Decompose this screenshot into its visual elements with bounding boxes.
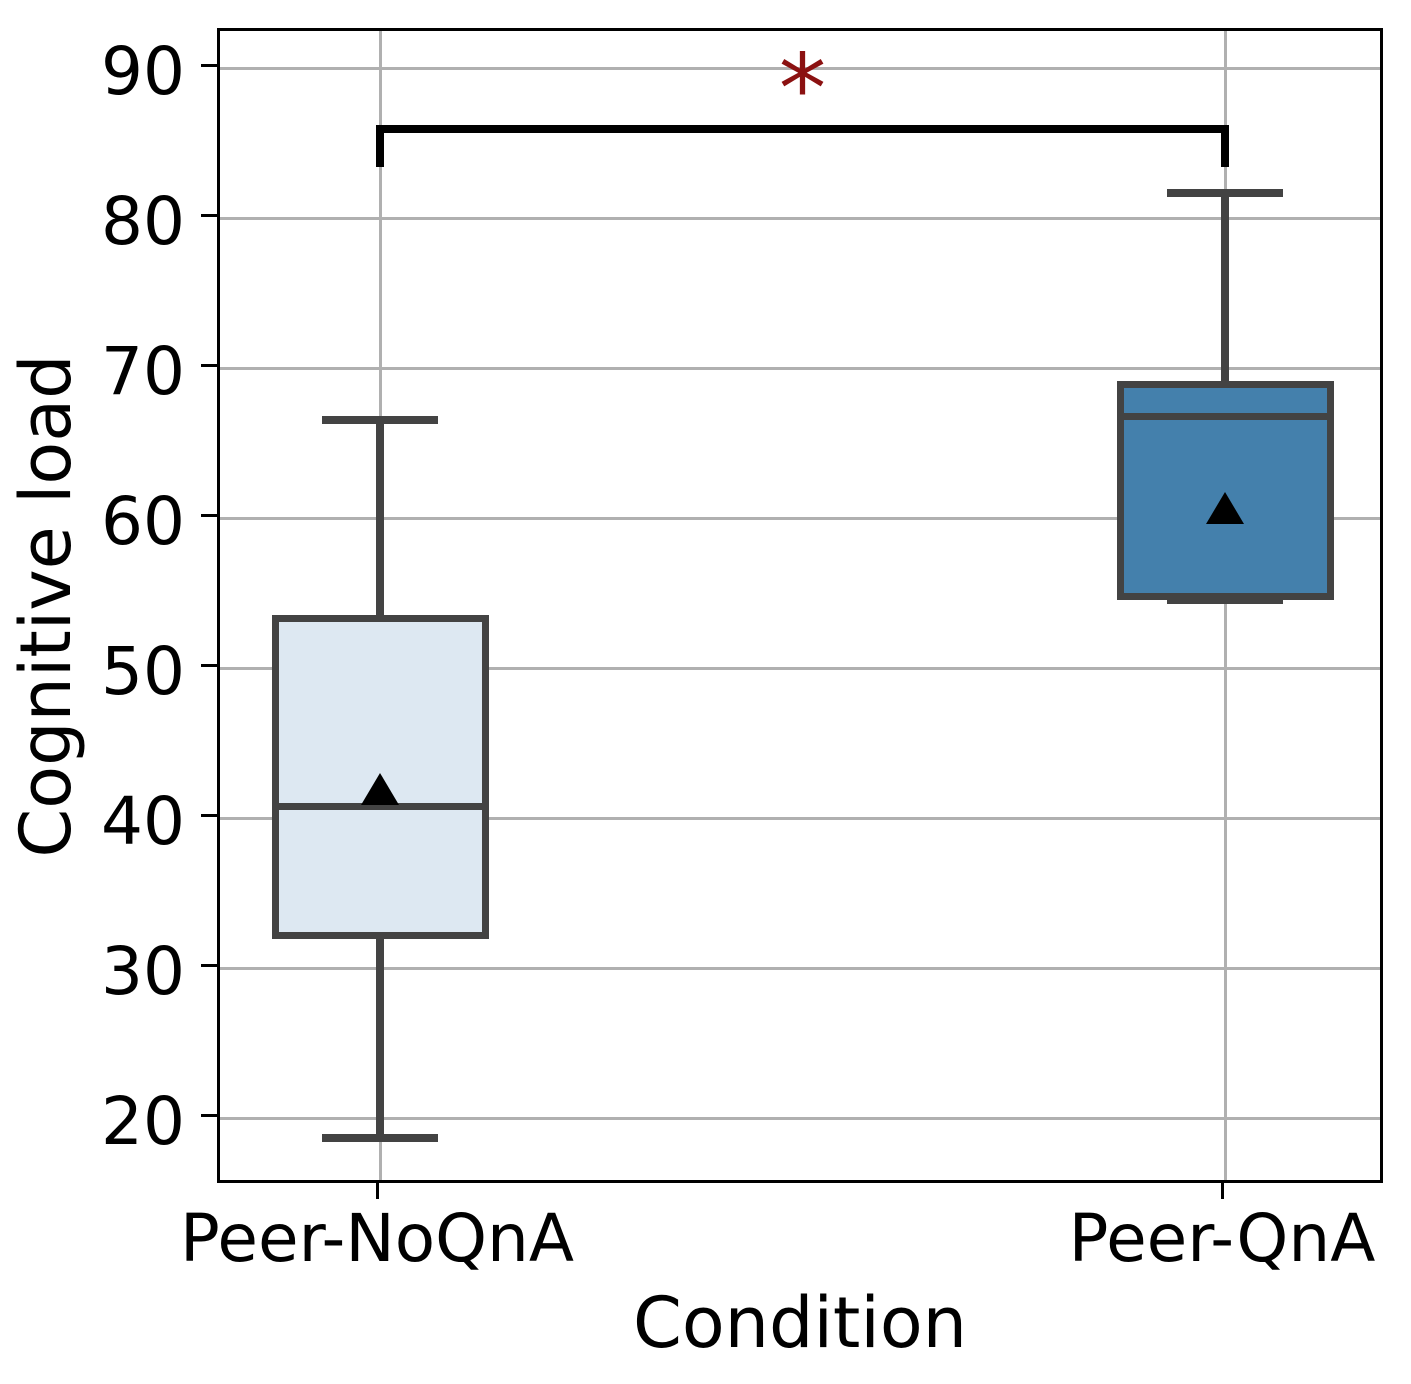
significance-bracket-right-drop	[1221, 124, 1229, 167]
y-tick-30	[201, 964, 217, 967]
significance-bracket-bar	[376, 124, 1229, 133]
median-line-0	[271, 803, 489, 810]
gridline-y-70	[220, 367, 1380, 370]
y-tick-60	[201, 514, 217, 517]
whisker-low-0	[376, 938, 384, 1138]
gridline-y-60	[220, 517, 1380, 520]
gridline-y-50	[220, 667, 1380, 670]
x-tick-label-0: Peer-NoQnA	[179, 1200, 575, 1277]
gridline-y-90	[220, 67, 1380, 70]
y-tick-label-50: 50	[101, 632, 185, 710]
whisker-high-1	[1221, 193, 1229, 381]
y-tick-40	[201, 814, 217, 817]
gridline-y-20	[220, 1117, 1380, 1120]
y-tick-50	[201, 664, 217, 667]
mean-marker-1	[1206, 492, 1244, 524]
significance-bracket-left-drop	[376, 124, 384, 167]
y-tick-label-40: 40	[101, 782, 185, 860]
significance-asterisk: *	[778, 34, 827, 145]
median-line-1	[1116, 413, 1334, 420]
mean-marker-0	[361, 772, 399, 805]
cap-high-1	[1167, 189, 1283, 197]
y-tick-90	[201, 64, 217, 67]
y-tick-label-30: 30	[101, 932, 185, 1010]
x-axis-label: Condition	[632, 1282, 968, 1364]
whisker-high-0	[376, 419, 384, 615]
gridline-y-40	[220, 817, 1380, 820]
y-axis-label: Cognitive load	[5, 353, 87, 858]
cap-high-0	[322, 415, 438, 424]
plot-area: *	[217, 28, 1383, 1183]
y-tick-label-60: 60	[101, 482, 185, 560]
y-tick-label-90: 90	[101, 32, 185, 110]
y-tick-label-20: 20	[101, 1082, 185, 1160]
cap-low-0	[322, 1134, 438, 1142]
y-tick-20	[201, 1114, 217, 1117]
x-tick-label-1: Peer-QnA	[1068, 1200, 1376, 1277]
gridline-y-80	[220, 217, 1380, 220]
cap-low-1	[1167, 595, 1283, 604]
y-tick-label-80: 80	[101, 182, 185, 260]
y-tick-80	[201, 214, 217, 217]
gridline-x-1	[1223, 31, 1227, 1180]
box-0	[271, 614, 489, 939]
x-tick-0	[375, 1183, 379, 1199]
x-tick-1	[1220, 1183, 1224, 1199]
y-tick-label-70: 70	[101, 332, 185, 410]
y-tick-70	[201, 364, 217, 367]
gridline-y-30	[220, 967, 1380, 970]
